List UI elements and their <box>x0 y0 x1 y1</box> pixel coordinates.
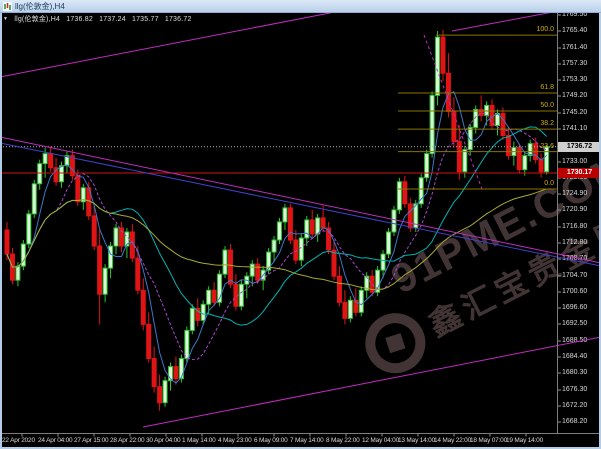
price-axis-label: 1761.40 <box>562 44 588 51</box>
time-axis-label: 24 Apr 04:00 <box>38 437 73 444</box>
price-axis-label: 1765.40 <box>562 27 588 34</box>
window-frame-bottom <box>0 447 601 449</box>
title-bar[interactable]: llg(伦敦金),H4 <box>0 0 601 13</box>
fib-level-label: 0.0 <box>544 179 554 187</box>
price-axis-label: 1672.20 <box>562 402 588 409</box>
symbol-dropdown-arrow-icon[interactable]: ▼ <box>3 16 9 22</box>
fib-level-label: 61.8 <box>540 83 554 91</box>
price-axis-label: 1757.30 <box>562 60 588 67</box>
window-icon <box>3 1 12 11</box>
price-axis-label: 1692.50 <box>562 320 588 327</box>
time-axis-label: 18 May 07:00 <box>470 437 507 444</box>
last-price-box: 1736.72 <box>558 142 601 152</box>
ohlc-high: 1737.24 <box>99 16 126 23</box>
price-axis-label: 1696.60 <box>562 304 588 311</box>
price-axis-label: 1749.20 <box>562 92 588 99</box>
time-axis-label: 19 May 14:00 <box>506 437 543 444</box>
fib-level-label: 23.6 <box>540 142 554 150</box>
price-axis-label: 1745.20 <box>562 109 588 116</box>
price-axis-label: 1676.30 <box>562 386 588 393</box>
time-axis-label: 1 May 14:00 <box>182 437 216 444</box>
window-frame-left <box>0 13 2 449</box>
price-axis-label: 1680.30 <box>562 369 588 376</box>
price-axis-label: 1720.90 <box>562 206 588 213</box>
price-axis[interactable]: 1769.50 1765.40 1761.40 1757.30 1753.30 1749.… <box>558 11 601 434</box>
ohlc-symbol: llg(伦敦金),H4 <box>14 16 61 23</box>
fib-level-label: 100.0 <box>536 26 554 34</box>
ohlc-close: 1736.72 <box>164 16 192 23</box>
price-axis-label: 1704.70 <box>562 272 588 279</box>
alert-price-box: 1730.17 <box>558 168 601 178</box>
fib-level-label: 38.2 <box>540 120 554 128</box>
time-axis-label: 30 Apr 04:00 <box>146 437 181 444</box>
time-axis[interactable]: 22 Apr 2020 24 Apr 04:00 27 Apr 15:00 28 Ap… <box>0 434 601 449</box>
price-axis-label: 1708.70 <box>562 255 588 262</box>
horizontal-lines-layer <box>0 146 557 174</box>
price-axis-label: 1753.30 <box>562 76 588 83</box>
price-axis-label: 1724.90 <box>562 190 588 197</box>
time-axis-label: 28 Apr 22:00 <box>110 437 145 444</box>
time-axis-label: 6 May 09:00 <box>254 437 288 444</box>
time-axis-label: 14 May 22:00 <box>434 437 471 444</box>
time-axis-label: 4 May 23:00 <box>218 437 252 444</box>
fibonacci-layer <box>398 34 557 190</box>
price-axis-label: 1716.80 <box>562 223 588 230</box>
time-axis-label: 22 Apr 2020 <box>2 437 35 444</box>
time-axis-label: 27 Apr 15:00 <box>74 437 109 444</box>
price-axis-label: 1668.20 <box>562 418 588 425</box>
fib-level-label: 50.0 <box>540 102 554 110</box>
ohlc-low: 1735.77 <box>131 16 159 23</box>
time-axis-label: 7 May 14:00 <box>290 437 324 444</box>
price-axis-label: 1700.60 <box>562 288 588 295</box>
price-axis-label: 1684.40 <box>562 353 588 360</box>
time-axis-label: 13 May 14:00 <box>398 437 435 444</box>
price-axis-label: 1688.50 <box>562 337 588 344</box>
time-axis-label: 8 May 22:00 <box>326 437 360 444</box>
ohlc-open: 1736.82 <box>66 16 93 23</box>
ohlc-readout: ▼ llg(伦敦金),H4 1736.82 1737.24 1735.77 17… <box>3 14 196 24</box>
time-axis-label: 12 May 04:00 <box>362 437 399 444</box>
price-axis-label: 1733.00 <box>562 158 588 165</box>
price-axis-label: 1712.80 <box>562 239 588 246</box>
price-axis-label: 1741.10 <box>562 125 588 132</box>
window-title: llg(伦敦金),H4 <box>15 1 65 11</box>
